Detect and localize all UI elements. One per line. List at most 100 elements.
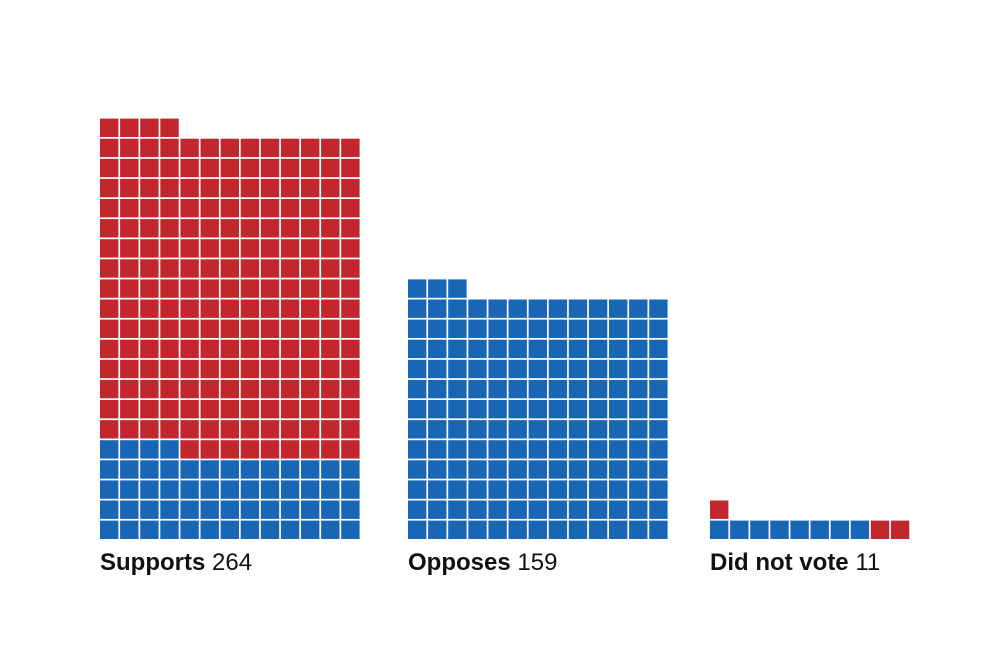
waffle-square-blue — [341, 480, 360, 499]
waffle-square-red — [260, 138, 280, 158]
waffle-square-red — [220, 219, 239, 238]
waffle-square-blue — [508, 440, 527, 459]
waffle-square-blue — [488, 500, 507, 519]
waffle-square-red — [120, 299, 139, 318]
waffle-square-blue — [428, 500, 447, 519]
waffle-square-red — [341, 420, 360, 439]
waffle-square-red — [100, 299, 119, 318]
group-count: 11 — [855, 549, 881, 576]
waffle-square-red — [240, 279, 260, 298]
group-count: 159 — [517, 549, 558, 576]
waffle-square-blue — [341, 520, 360, 539]
waffle-square-blue — [568, 339, 588, 359]
waffle-square-blue — [488, 339, 507, 359]
waffle-square-blue — [730, 520, 749, 539]
waffle-square-blue — [609, 319, 628, 338]
waffle-square-blue — [548, 500, 568, 519]
waffle-square-red — [120, 138, 139, 158]
waffle-square-red — [301, 359, 320, 379]
waffle-square-red — [200, 339, 219, 359]
waffle-square-blue — [830, 520, 849, 539]
waffle-square-blue — [160, 500, 179, 519]
waffle-square-blue — [568, 520, 588, 539]
waffle-square-red — [240, 158, 260, 178]
waffle-square-blue — [488, 379, 507, 399]
waffle-square-blue — [528, 460, 547, 479]
waffle-square-blue — [260, 520, 280, 539]
waffle-square-blue — [408, 480, 427, 499]
waffle-square-red — [120, 279, 139, 298]
waffle-square-blue — [629, 299, 648, 318]
waffle-square-red — [120, 259, 139, 278]
waffle-square-blue — [488, 319, 507, 338]
waffle-square-blue — [649, 379, 668, 399]
waffle-square-blue — [468, 460, 487, 479]
waffle-square-blue — [609, 500, 628, 519]
waffle-square-red — [220, 359, 239, 379]
waffle-square-red — [180, 158, 199, 178]
waffle-square-blue — [280, 480, 300, 499]
waffle-square-blue — [468, 299, 487, 318]
waffle-square-blue — [140, 480, 159, 499]
waffle-square-blue — [468, 420, 487, 439]
waffle-square-red — [200, 239, 219, 258]
waffle-square-blue — [568, 359, 588, 379]
waffle-square-blue — [100, 460, 119, 479]
waffle-square-blue — [428, 379, 447, 399]
waffle-square-red — [220, 158, 239, 178]
waffle-square-red — [240, 379, 260, 399]
waffle-square-blue — [280, 460, 300, 479]
waffle-square-blue — [588, 299, 608, 318]
waffle-square-red — [220, 319, 239, 338]
waffle-square-red — [160, 400, 179, 419]
waffle-square-blue — [260, 480, 280, 499]
waffle-square-blue — [850, 520, 870, 539]
waffle-square-blue — [609, 420, 628, 439]
waffle-square-blue — [609, 339, 628, 359]
waffle-square-blue — [528, 480, 547, 499]
waffle-square-blue — [120, 460, 139, 479]
waffle-square-blue — [609, 359, 628, 379]
waffle-square-red — [321, 158, 340, 178]
waffle-square-blue — [140, 440, 159, 459]
waffle-square-blue — [588, 319, 608, 338]
waffle-square-blue — [428, 299, 447, 318]
waffle-square-blue — [548, 319, 568, 338]
waffle-square-red — [120, 359, 139, 379]
waffle-square-red — [160, 219, 179, 238]
waffle-square-blue — [548, 400, 568, 419]
waffle-square-red — [140, 199, 159, 218]
waffle-square-blue — [710, 520, 729, 539]
waffle-square-blue — [609, 480, 628, 499]
waffle-square-red — [321, 440, 340, 459]
waffle-square-red — [140, 138, 159, 158]
waffle-square-blue — [548, 520, 568, 539]
waffle-square-blue — [341, 460, 360, 479]
waffle-square-blue — [448, 379, 467, 399]
waffle-square-blue — [200, 460, 219, 479]
waffle-square-red — [180, 400, 199, 419]
waffle-square-blue — [548, 359, 568, 379]
waffle-square-red — [260, 379, 280, 399]
waffle-square-blue — [649, 440, 668, 459]
waffle-square-red — [140, 319, 159, 338]
waffle-square-red — [160, 259, 179, 278]
waffle-square-red — [180, 138, 199, 158]
waffle-square-red — [301, 379, 320, 399]
waffle-square-red — [200, 400, 219, 419]
waffle-square-red — [200, 158, 219, 178]
waffle-square-red — [301, 138, 320, 158]
waffle-square-red — [280, 259, 300, 278]
waffle-square-blue — [629, 520, 648, 539]
waffle-square-blue — [220, 520, 239, 539]
waffle-square-red — [120, 118, 139, 137]
waffle-square-red — [301, 239, 320, 258]
waffle-square-red — [260, 299, 280, 318]
waffle-square-blue — [428, 480, 447, 499]
waffle-square-red — [100, 420, 119, 439]
waffle-square-red — [220, 440, 239, 459]
group-name: Opposes — [408, 549, 511, 576]
waffle-square-red — [260, 420, 280, 439]
waffle-square-blue — [200, 500, 219, 519]
waffle-square-red — [160, 158, 179, 178]
